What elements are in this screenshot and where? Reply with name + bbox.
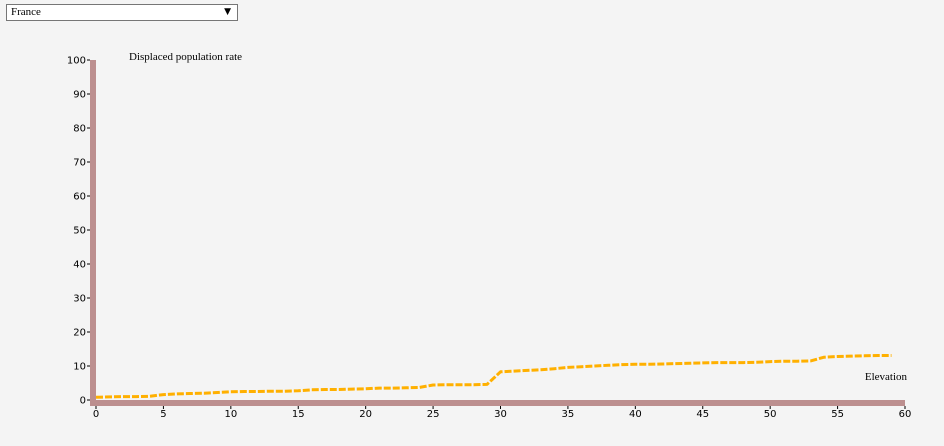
x-tick-label: 35 [562, 409, 575, 420]
y-axis: 0 10 20 30 40 50 60 70 80 90 100 [67, 56, 96, 407]
chevron-down-icon: ▼ [224, 7, 231, 17]
y-tick-label: 0 [80, 396, 86, 407]
y-tick-label: 100 [67, 56, 86, 67]
y-axis-line [90, 60, 96, 406]
x-tick-label: 25 [427, 409, 440, 420]
y-tick-label: 90 [73, 90, 86, 101]
country-select-value: France [11, 6, 41, 18]
y-tick-label: 70 [73, 158, 86, 169]
y-tick-label: 40 [73, 260, 86, 271]
y-tick-label: 80 [73, 124, 86, 135]
x-tick-label: 50 [764, 409, 777, 420]
series-line [95, 354, 892, 399]
y-tick-label: 50 [73, 226, 86, 237]
y-tick-label: 30 [73, 294, 86, 305]
x-axis-title: Elevation [865, 371, 908, 383]
country-select[interactable]: France ▼ [6, 4, 238, 21]
x-tick-label: 20 [359, 409, 372, 420]
series-layer [95, 354, 892, 399]
x-tick-label: 60 [899, 409, 912, 420]
x-axis-line [90, 400, 905, 406]
x-tick-label: 55 [831, 409, 844, 420]
x-tick-label: 45 [696, 409, 709, 420]
x-tick-label: 5 [160, 409, 166, 420]
x-tick-label: 0 [93, 409, 99, 420]
x-tick-label: 30 [494, 409, 507, 420]
y-tick-label: 60 [73, 192, 86, 203]
x-axis: 0 5 10 15 20 25 30 35 40 45 50 55 60 [90, 400, 911, 420]
x-tick-label: 15 [292, 409, 305, 420]
y-tick-label: 10 [73, 362, 86, 373]
y-tick-label: 20 [73, 328, 86, 339]
y-axis-title: Displaced population rate [129, 51, 242, 63]
x-tick-label: 40 [629, 409, 642, 420]
x-tick-label: 10 [224, 409, 237, 420]
